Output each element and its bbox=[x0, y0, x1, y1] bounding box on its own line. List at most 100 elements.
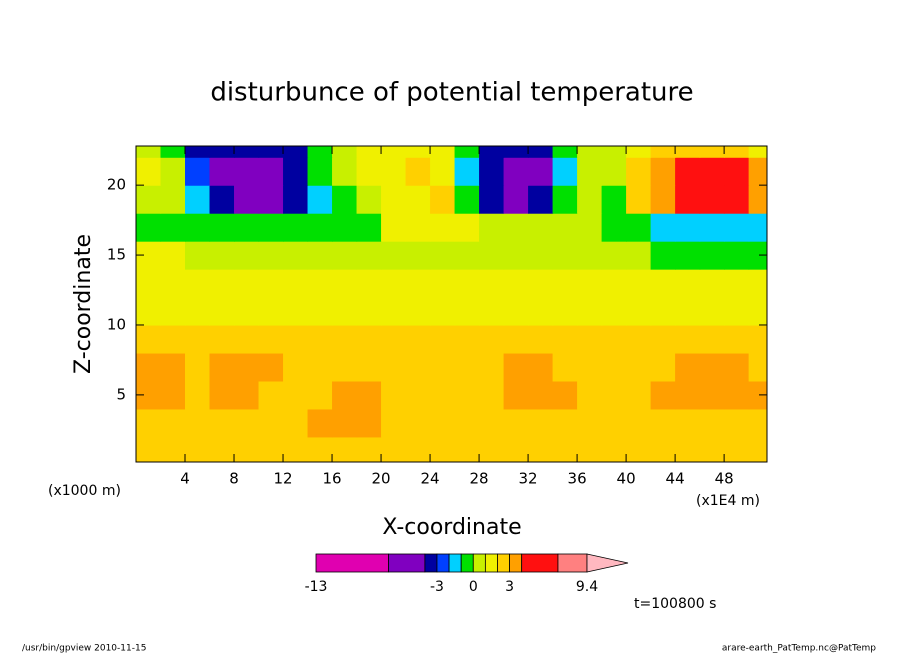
contour-cell bbox=[748, 157, 767, 186]
contour-cell bbox=[601, 380, 627, 410]
contour-cell bbox=[136, 297, 162, 326]
contour-cell bbox=[258, 269, 284, 298]
colorbar-bin bbox=[315, 553, 389, 573]
contour-cell bbox=[479, 380, 505, 410]
contour-cell bbox=[528, 380, 554, 410]
contour-cell bbox=[430, 297, 456, 326]
contour-cell bbox=[356, 352, 382, 382]
contour-cell bbox=[234, 157, 260, 186]
contour-cell bbox=[699, 157, 725, 186]
contour-cell bbox=[479, 324, 505, 354]
contour-cell bbox=[577, 352, 603, 382]
time-label: t=100800 s bbox=[634, 596, 716, 612]
contour-cell bbox=[601, 269, 627, 298]
contour-cell bbox=[136, 352, 162, 382]
contour-cell bbox=[381, 146, 407, 158]
contour-cell bbox=[283, 352, 309, 382]
contour-cell bbox=[185, 157, 211, 186]
contour-cell bbox=[454, 297, 480, 326]
contour-cell bbox=[552, 157, 578, 186]
contour-cell bbox=[552, 185, 578, 214]
contour-cell bbox=[724, 157, 750, 186]
x-tick-label: 20 bbox=[372, 470, 391, 488]
contour-cell bbox=[503, 157, 529, 186]
footer-right: arare-earth_PatTemp.nc@PatTemp bbox=[722, 644, 876, 654]
contour-cell bbox=[185, 185, 211, 214]
y-tick-label: 10 bbox=[107, 315, 126, 333]
contour-cell bbox=[430, 157, 456, 186]
contour-cell bbox=[601, 324, 627, 354]
contour-cell bbox=[160, 380, 186, 410]
contour-cell bbox=[479, 436, 505, 462]
contour-cell bbox=[626, 352, 652, 382]
contour-cell bbox=[626, 213, 652, 242]
contour-cell bbox=[185, 297, 211, 326]
contour-cell bbox=[626, 146, 652, 158]
contour-cell bbox=[748, 352, 767, 382]
x-tick-label: 40 bbox=[617, 470, 636, 488]
contour-cell bbox=[650, 324, 676, 354]
contour-cell bbox=[577, 157, 603, 186]
contour-cell bbox=[479, 269, 505, 298]
contour-cell bbox=[258, 436, 284, 462]
footer-left: /usr/bin/gpview 2010-11-15 bbox=[22, 644, 146, 654]
contour-cell bbox=[307, 380, 333, 410]
contour-cell bbox=[650, 185, 676, 214]
x-tick-label: 4 bbox=[180, 470, 190, 488]
contour-cell bbox=[258, 146, 284, 158]
contour-cell bbox=[577, 324, 603, 354]
contour-cell bbox=[748, 436, 767, 462]
contour-cell bbox=[503, 324, 529, 354]
colorbar-bin bbox=[497, 553, 510, 573]
contour-cell bbox=[675, 324, 701, 354]
contour-cell bbox=[528, 352, 554, 382]
contour-cell bbox=[577, 241, 603, 270]
contour-cell bbox=[332, 297, 358, 326]
colorbar-tick-label: -3 bbox=[430, 579, 444, 595]
contour-cell bbox=[528, 297, 554, 326]
contour-cell bbox=[454, 157, 480, 186]
contour-cell bbox=[307, 241, 333, 270]
contour-cell bbox=[234, 185, 260, 214]
contour-cell bbox=[724, 146, 750, 158]
contour-cell bbox=[332, 436, 358, 462]
contour-cell bbox=[454, 436, 480, 462]
contour-cell bbox=[332, 380, 358, 410]
contour-cell bbox=[307, 436, 333, 462]
contour-cell bbox=[307, 324, 333, 354]
contour-cell bbox=[650, 269, 676, 298]
contour-cell bbox=[209, 146, 235, 158]
contour-cell bbox=[356, 269, 382, 298]
contour-cell bbox=[209, 157, 235, 186]
contour-cell bbox=[136, 408, 162, 438]
contour-cell bbox=[356, 157, 382, 186]
y-axis-label: Z-coordinate bbox=[71, 234, 96, 374]
contour-cell bbox=[503, 380, 529, 410]
contour-cell bbox=[258, 324, 284, 354]
x-tick-label: 36 bbox=[568, 470, 587, 488]
contour-cell bbox=[381, 408, 407, 438]
contour-cell bbox=[160, 436, 186, 462]
contour-cell bbox=[675, 213, 701, 242]
contour-cell bbox=[258, 157, 284, 186]
contour-cell bbox=[381, 269, 407, 298]
contour-cell bbox=[356, 213, 382, 242]
contour-cell bbox=[675, 297, 701, 326]
contour-cell bbox=[626, 297, 652, 326]
contour-cell bbox=[185, 241, 211, 270]
contour-cell bbox=[209, 436, 235, 462]
contour-cell bbox=[381, 324, 407, 354]
contour-cell bbox=[307, 146, 333, 158]
contour-cell bbox=[283, 269, 309, 298]
contour-cell bbox=[748, 380, 767, 410]
contour-cell bbox=[234, 146, 260, 158]
colorbar-bin bbox=[460, 553, 474, 573]
colorbar-bin bbox=[424, 553, 438, 573]
contour-cell bbox=[332, 185, 358, 214]
contour-cell bbox=[479, 157, 505, 186]
contour-cell bbox=[650, 297, 676, 326]
contour-cell bbox=[307, 213, 333, 242]
contour-cell bbox=[258, 380, 284, 410]
contour-cell bbox=[528, 241, 554, 270]
